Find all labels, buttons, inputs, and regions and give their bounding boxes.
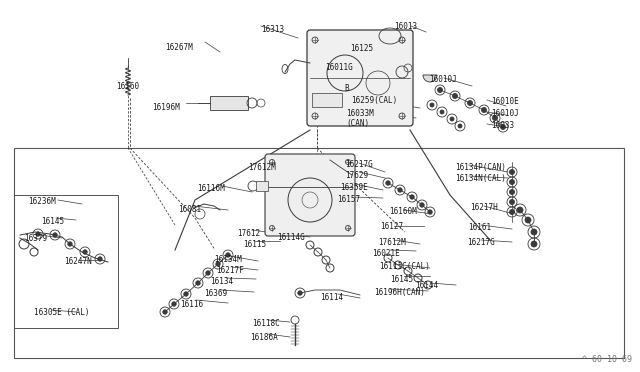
Text: 16021E: 16021E bbox=[372, 249, 400, 258]
Bar bbox=[210, 96, 248, 110]
Text: 17612M: 17612M bbox=[248, 163, 276, 172]
Text: 16160: 16160 bbox=[116, 82, 139, 91]
Text: 16247N: 16247N bbox=[64, 257, 92, 266]
Text: 16011G: 16011G bbox=[325, 63, 353, 72]
Circle shape bbox=[430, 103, 434, 107]
Text: 16145: 16145 bbox=[41, 217, 64, 226]
Text: 17612M: 17612M bbox=[378, 238, 406, 247]
Text: 16116M: 16116M bbox=[197, 184, 225, 193]
Text: 16010J: 16010J bbox=[429, 75, 457, 84]
Circle shape bbox=[98, 257, 102, 261]
Circle shape bbox=[163, 310, 167, 314]
Circle shape bbox=[206, 271, 210, 275]
Circle shape bbox=[525, 217, 531, 223]
Circle shape bbox=[216, 262, 220, 266]
Circle shape bbox=[500, 125, 506, 129]
Text: 16081: 16081 bbox=[178, 205, 201, 214]
Text: 16114G: 16114G bbox=[277, 233, 305, 242]
Circle shape bbox=[83, 250, 87, 254]
Circle shape bbox=[452, 93, 458, 99]
Text: 16116: 16116 bbox=[180, 300, 203, 309]
Text: 16111C(CAL): 16111C(CAL) bbox=[379, 262, 430, 271]
Circle shape bbox=[438, 87, 442, 93]
Circle shape bbox=[52, 233, 57, 237]
Text: 16313: 16313 bbox=[261, 25, 284, 34]
Text: 16134: 16134 bbox=[210, 277, 233, 286]
Circle shape bbox=[493, 115, 497, 121]
Text: 16196M: 16196M bbox=[152, 103, 180, 112]
Text: 16013: 16013 bbox=[394, 22, 417, 31]
Circle shape bbox=[410, 195, 414, 199]
Circle shape bbox=[509, 189, 515, 195]
Text: 16033M: 16033M bbox=[346, 109, 374, 118]
Text: 16010J: 16010J bbox=[491, 109, 519, 118]
Text: 16134P(CAN): 16134P(CAN) bbox=[455, 163, 506, 172]
Text: 16127: 16127 bbox=[380, 222, 403, 231]
Text: (CAN): (CAN) bbox=[346, 119, 369, 128]
Text: 16186A: 16186A bbox=[250, 333, 278, 342]
Text: 16144: 16144 bbox=[415, 281, 438, 290]
Circle shape bbox=[420, 203, 424, 207]
Text: 16160M: 16160M bbox=[389, 207, 417, 216]
Circle shape bbox=[398, 188, 402, 192]
Circle shape bbox=[226, 253, 230, 257]
Circle shape bbox=[68, 242, 72, 246]
Text: 16217H: 16217H bbox=[470, 203, 498, 212]
Text: 16369: 16369 bbox=[204, 289, 227, 298]
Circle shape bbox=[509, 199, 515, 205]
Text: 16267M: 16267M bbox=[165, 43, 193, 52]
Bar bbox=[14, 195, 118, 328]
Circle shape bbox=[531, 229, 537, 235]
Text: 16033: 16033 bbox=[491, 121, 514, 130]
Text: 16157: 16157 bbox=[337, 195, 360, 204]
Text: 16161: 16161 bbox=[468, 223, 491, 232]
Text: 16217G: 16217G bbox=[467, 238, 495, 247]
Circle shape bbox=[196, 281, 200, 285]
Text: 16114: 16114 bbox=[320, 293, 343, 302]
Text: 16196H(CAN): 16196H(CAN) bbox=[374, 288, 425, 297]
Bar bbox=[312, 93, 342, 107]
Text: 16359E: 16359E bbox=[340, 183, 368, 192]
Circle shape bbox=[467, 100, 472, 106]
Text: 17629: 17629 bbox=[345, 171, 368, 180]
Text: 16134N(CAL): 16134N(CAL) bbox=[455, 174, 506, 183]
Circle shape bbox=[386, 181, 390, 185]
FancyBboxPatch shape bbox=[307, 30, 413, 126]
Circle shape bbox=[481, 108, 486, 112]
Text: 16379: 16379 bbox=[24, 234, 47, 243]
Text: ^ 60 10 69: ^ 60 10 69 bbox=[582, 355, 632, 364]
Text: 16118C: 16118C bbox=[252, 319, 280, 328]
Text: 16259(CAL): 16259(CAL) bbox=[351, 96, 397, 105]
Text: 16134M: 16134M bbox=[214, 255, 242, 264]
Circle shape bbox=[172, 302, 176, 306]
Circle shape bbox=[509, 180, 515, 185]
Text: 16010E: 16010E bbox=[491, 97, 519, 106]
Wedge shape bbox=[423, 75, 437, 82]
FancyBboxPatch shape bbox=[265, 154, 355, 236]
Circle shape bbox=[184, 292, 188, 296]
Circle shape bbox=[531, 241, 537, 247]
Text: 16236M: 16236M bbox=[28, 197, 56, 206]
Circle shape bbox=[36, 232, 40, 236]
Bar bbox=[14, 148, 624, 358]
Text: 17612: 17612 bbox=[237, 229, 260, 238]
Circle shape bbox=[517, 207, 523, 213]
Bar bbox=[256, 181, 268, 191]
Text: 16305E (CAL): 16305E (CAL) bbox=[34, 308, 90, 317]
Text: 16115: 16115 bbox=[243, 240, 266, 249]
Circle shape bbox=[298, 291, 302, 295]
Circle shape bbox=[428, 210, 432, 214]
Circle shape bbox=[450, 117, 454, 121]
Text: 16217F: 16217F bbox=[216, 266, 244, 275]
Text: 16145: 16145 bbox=[390, 275, 413, 284]
Circle shape bbox=[458, 124, 462, 128]
Text: B: B bbox=[344, 84, 349, 93]
Circle shape bbox=[509, 170, 515, 174]
Text: 16217G: 16217G bbox=[345, 160, 372, 169]
Circle shape bbox=[509, 209, 515, 215]
Text: 16125: 16125 bbox=[350, 44, 373, 53]
Circle shape bbox=[440, 110, 444, 114]
